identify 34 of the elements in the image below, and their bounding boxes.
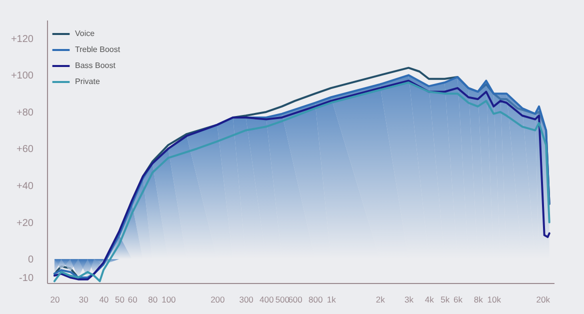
y-tick-label: +120 bbox=[10, 34, 34, 45]
legend-label: Treble Boost bbox=[75, 45, 121, 54]
x-tick-label: 30 bbox=[78, 294, 89, 304]
x-tick-label: 100 bbox=[162, 294, 176, 304]
y-tick-label: +40 bbox=[16, 181, 34, 192]
x-tick-label: 80 bbox=[148, 294, 158, 304]
x-tick-label: 400 bbox=[260, 294, 274, 304]
legend-label: Voice bbox=[75, 29, 96, 38]
x-tick-label: 6k bbox=[454, 294, 464, 304]
x-tick-label: 500 bbox=[275, 294, 290, 304]
y-tick-label: +100 bbox=[10, 70, 34, 82]
y-tick-label: +80 bbox=[16, 107, 34, 118]
x-tick-label: 600 bbox=[288, 294, 303, 304]
x-tick-label: 10k bbox=[487, 294, 502, 304]
x-tick-label: 2k bbox=[376, 294, 386, 304]
x-tick-label: 3k bbox=[404, 294, 414, 304]
x-tick-label: 60 bbox=[128, 294, 138, 304]
y-tick-label: -10 bbox=[19, 272, 34, 284]
x-tick-label: 300 bbox=[239, 294, 254, 304]
y-tick-label: +60 bbox=[16, 144, 34, 156]
x-tick-label: 20 bbox=[50, 294, 60, 304]
y-tick-label: 0 bbox=[28, 254, 34, 266]
y-tick-label: +20 bbox=[16, 218, 34, 229]
x-tick-label: 20k bbox=[536, 294, 551, 304]
legend-label: Private bbox=[75, 77, 100, 86]
x-tick-label: 40 bbox=[99, 294, 109, 304]
x-tick-label: 50 bbox=[114, 294, 125, 304]
legend-label: Bass Boost bbox=[75, 61, 116, 70]
x-tick-label: 800 bbox=[308, 294, 323, 304]
x-tick-label: 8k bbox=[474, 294, 484, 304]
x-tick-label: 5k bbox=[440, 294, 450, 304]
x-tick-label: 1k bbox=[326, 294, 337, 304]
x-tick-label: 200 bbox=[210, 294, 226, 304]
x-tick-label: 4k bbox=[424, 294, 435, 304]
